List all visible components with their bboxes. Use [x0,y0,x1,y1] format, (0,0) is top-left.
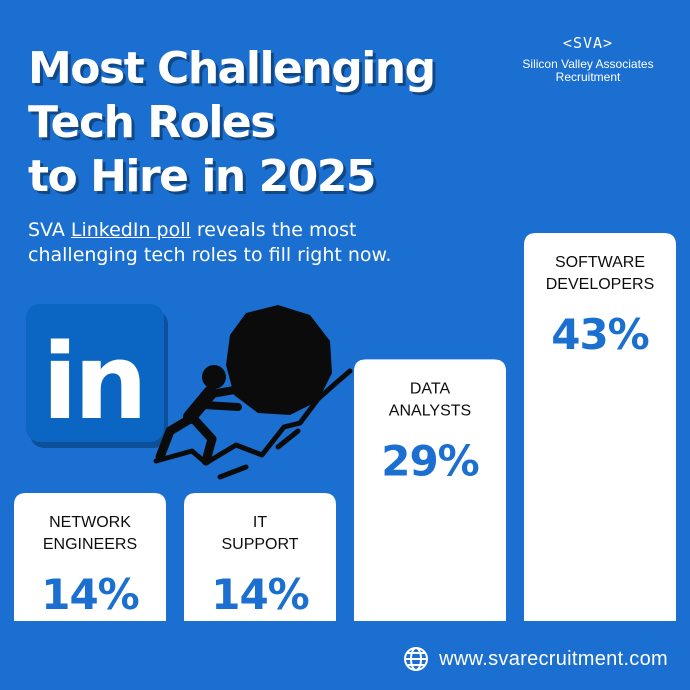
bar-0 [14,493,166,621]
linkedin-logo-icon: in [26,304,168,448]
bar-3 [524,233,676,621]
title-line-1: Most Challenging [28,43,436,94]
bar-label-2-0: DATA [410,380,451,397]
footer: www.svarecruitment.com [403,646,668,672]
bar-label-3-1: DEVELOPERS [546,276,654,293]
globe-icon [404,647,429,671]
bar-value-3: 43% [551,310,649,359]
title-line-3: to Hire in 2025 [28,151,377,202]
subtitle-line-1-rest: reveals the most [190,219,357,241]
brand-subtitle: Recruitment [555,70,621,84]
page-title: Most Challenging Tech Roles to Hire in 2… [28,42,498,204]
bar-label-0-0: NETWORK [49,514,131,531]
brand-logo: <SVA> [562,34,614,52]
subtitle-line-2: challenging tech roles to fill right now… [28,244,392,266]
brand-block: <SVA> Silicon Valley Associates Recruitm… [500,34,676,84]
bar-label-0-1: ENGINEERS [43,536,137,553]
subtitle: SVA LinkedIn poll reveals the most chall… [28,218,498,268]
bar-value-0: 14% [41,570,139,619]
bar-1 [184,493,336,621]
bar-value-1: 14% [211,570,309,619]
person-pushing-boulder-icon [153,305,353,480]
bar-label-2-1: ANALYSTS [389,402,471,419]
bar-value-2: 29% [381,436,479,485]
website-link[interactable]: www.svarecruitment.com [439,647,668,670]
bar-label-1-0: IT [253,514,267,531]
title-line-2: Tech Roles [28,97,276,148]
bar-label-3-0: SOFTWARE [555,254,645,271]
brand-name: Silicon Valley Associates [522,57,654,71]
bar-2 [354,359,506,621]
bar-label-1-1: SUPPORT [221,536,298,553]
subtitle-line-1: SVA LinkedIn poll reveals the most [28,218,498,243]
subtitle-prefix: SVA [28,219,71,241]
linkedin-poll-link[interactable]: LinkedIn poll [70,219,191,241]
linkedin-logo-text: in [42,321,144,443]
